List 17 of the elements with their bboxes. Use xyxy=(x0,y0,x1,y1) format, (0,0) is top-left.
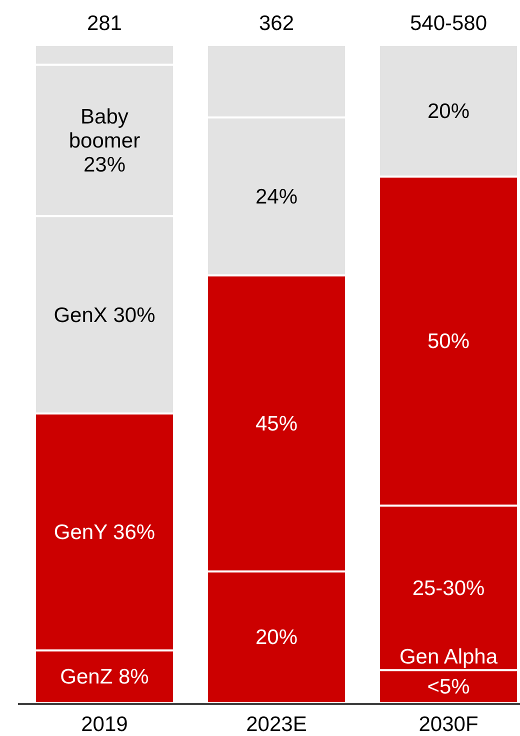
data-label: 20% xyxy=(427,100,470,123)
data-label: 45% xyxy=(255,412,298,436)
data-label: Gen Alpha <5% xyxy=(399,646,498,699)
data-label: Baby boomer 23% xyxy=(68,105,140,176)
x-tick-label: 2023E xyxy=(246,713,307,736)
data-label: GenX 30% xyxy=(54,304,156,327)
data-label: 20% xyxy=(255,626,298,650)
data-label: GenY 36% xyxy=(54,520,156,544)
data-label: 50% xyxy=(427,330,470,354)
x-tick-label: 2019 xyxy=(81,713,128,736)
text: 540-580 xyxy=(410,12,488,35)
data-label: 25-30% xyxy=(412,576,485,600)
data-label: GenZ 8% xyxy=(60,666,149,689)
x-tick-label: 2030F xyxy=(418,713,478,736)
data-label: 24% xyxy=(255,185,298,208)
text: 362 xyxy=(258,12,294,35)
text: 281 xyxy=(86,12,122,35)
